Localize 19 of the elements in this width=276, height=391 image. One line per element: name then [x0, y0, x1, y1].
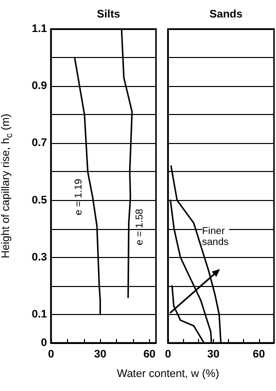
- text: e = 1.58: [134, 209, 146, 246]
- x-tick-label: 0: [48, 348, 54, 360]
- y-tick-label: 0.3: [32, 251, 47, 264]
- x-tick-label: 30: [94, 348, 106, 360]
- x-tick-label: 0: [164, 348, 172, 360]
- chart-title: Silts: [96, 8, 120, 20]
- y-tick-label: 0.1: [32, 308, 47, 320]
- y-tick-label: 0: [40, 337, 47, 349]
- y-tick-label: 0.9: [32, 80, 47, 92]
- y-tick-label: 0.7: [32, 137, 47, 150]
- x-tick-label: 60: [252, 348, 265, 360]
- y-tick-label: 1.1: [32, 23, 47, 35]
- x-tick-label: 30: [207, 348, 220, 360]
- x-axis-title: Water content, w (%): [116, 368, 220, 380]
- x-tick-label: 60: [143, 348, 156, 360]
- chart-title: Sands: [209, 8, 243, 20]
- text: e = 1.19: [73, 179, 84, 216]
- y-tick-label: 0.5: [32, 194, 47, 206]
- annotation: Finer sands: [202, 226, 229, 248]
